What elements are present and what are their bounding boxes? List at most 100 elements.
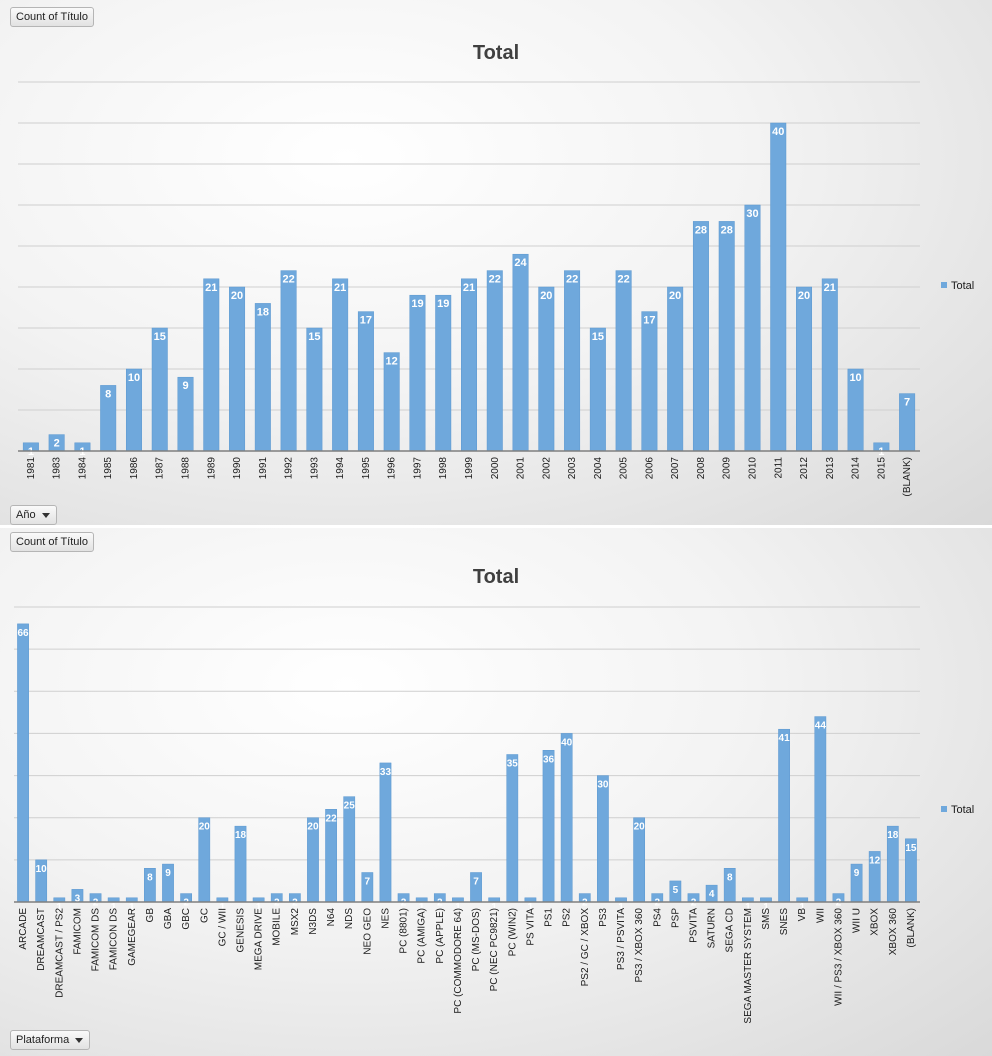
tick-label-2001: 2001: [516, 457, 527, 480]
data-label-psp: 5: [673, 885, 679, 896]
legend-swatch: [941, 282, 947, 288]
count-of-titulo-field-button-2[interactable]: Count of Título: [10, 532, 94, 552]
data-label-pc-amiga: 1: [419, 902, 425, 913]
data-label-pc-apple: 2: [437, 898, 443, 909]
tick-label-pc-commodore-64: PC (COMMODORE 64): [453, 908, 464, 1014]
tick-label-2013: 2013: [825, 457, 836, 480]
tick-label-gba: GBA: [163, 908, 174, 929]
tick-label-famicom-ds: FAMICOM DS: [91, 908, 102, 972]
data-label-2013: 21: [824, 282, 836, 294]
data-label-1986: 10: [128, 372, 140, 384]
tick-label-sega-master-system: SEGA MASTER SYSTEM: [743, 908, 754, 1024]
tick-label-famicom: FAMICOM: [72, 908, 83, 955]
bar-2009: [718, 221, 735, 452]
count-of-titulo-field-button[interactable]: Count of Título: [10, 7, 94, 27]
data-label-arcade: 66: [17, 628, 29, 639]
data-label-1985: 8: [105, 388, 111, 400]
data-label-2009: 28: [721, 224, 733, 236]
data-label-1997: 19: [411, 298, 423, 310]
tick-label-pc-ms-dos: PC (MS-DOS): [471, 908, 482, 971]
data-label-pc-ms-dos: 7: [473, 877, 479, 888]
tick-label-sega-cd: SEGA CD: [725, 908, 736, 952]
bar-arcade: [17, 623, 29, 903]
tick-label-1987: 1987: [155, 457, 166, 480]
tick-label-dreamcast: DREAMCAST: [36, 908, 47, 971]
bar-wii: [814, 716, 827, 903]
data-label-2007: 20: [669, 290, 681, 302]
bar-1998: [435, 294, 452, 452]
tick-label-famicon-ds: FAMICON DS: [109, 908, 120, 971]
bar-2006: [641, 311, 658, 452]
data-label-mobile: 2: [274, 898, 280, 909]
tick-label-2006: 2006: [644, 457, 655, 480]
tick-label-neo-geo: NEO GEO: [362, 908, 373, 955]
data-label-1995: 17: [360, 315, 372, 327]
ano-axis-field-dropdown[interactable]: Año: [10, 505, 57, 525]
bar-2004: [589, 327, 606, 452]
tick-label-gc: GC: [199, 908, 210, 923]
tick-label-1993: 1993: [309, 457, 320, 480]
tick-label-gc-wii: GC / WII: [217, 908, 228, 946]
bar-1989: [203, 278, 220, 452]
data-label-1983: 2: [54, 438, 60, 450]
tick-label-n3ds: N3DS: [308, 908, 319, 935]
data-label-pc-commodore-64: 1: [455, 902, 461, 913]
tick-label-gb: GB: [145, 908, 156, 923]
tick-label-psp: PSP: [670, 908, 681, 928]
tick-label-2009: 2009: [722, 457, 733, 480]
chart-title: Total: [473, 566, 519, 588]
data-label-pc-win2: 35: [507, 759, 519, 770]
data-label-gb: 8: [147, 872, 153, 883]
data-label-1992: 22: [282, 274, 294, 286]
data-label-dreamcast-ps2: 1: [57, 902, 63, 913]
data-label-mega-drive: 1: [256, 902, 262, 913]
bar-2005: [615, 270, 632, 452]
data-label-xbox: 12: [869, 855, 881, 866]
data-label-1996: 12: [386, 356, 398, 368]
data-label-2011: 40: [772, 126, 784, 138]
bar-ps3: [597, 775, 609, 903]
data-label-wii: 44: [815, 721, 827, 732]
tick-label-wii: WII: [815, 908, 826, 923]
data-label-ps3-xbox-360: 20: [634, 822, 646, 833]
data-label-2005: 22: [618, 274, 630, 286]
tick-label-1985: 1985: [103, 457, 114, 480]
tick-label-mega-drive: MEGA DRIVE: [254, 908, 265, 971]
tick-label-pc-apple: PC (APPLE): [435, 908, 446, 964]
data-label-2008: 28: [695, 224, 707, 236]
tick-label-xbox: XBOX: [870, 908, 881, 936]
tick-label-2007: 2007: [670, 457, 681, 480]
data-label-gamegear: 1: [129, 902, 135, 913]
data-label-psvita: 2: [691, 898, 697, 909]
tick-label-xbox-360: XBOX 360: [888, 908, 899, 956]
bar-2003: [564, 270, 581, 452]
data-label-blank: 7: [904, 397, 910, 409]
tick-label-gbc: GBC: [181, 908, 192, 930]
tick-label-1989: 1989: [206, 457, 217, 480]
bar-2007: [667, 286, 684, 452]
data-label-famicon-ds: 1: [111, 902, 117, 913]
tick-label-ps1: PS1: [544, 908, 555, 927]
data-label-dreamcast: 10: [36, 864, 48, 875]
data-label-1988: 9: [182, 380, 188, 392]
data-label-sega-cd: 8: [727, 872, 733, 883]
bar-1994: [332, 278, 349, 452]
bar-1987: [151, 327, 168, 452]
bar-1997: [409, 294, 426, 452]
bar-2002: [538, 286, 555, 452]
plataforma-axis-field-dropdown[interactable]: Plataforma: [10, 1030, 91, 1050]
tick-label-1983: 1983: [52, 457, 63, 480]
data-label-2001: 24: [514, 257, 527, 269]
tick-label-blank: (BLANK): [906, 908, 917, 947]
data-label-xbox-360: 18: [887, 830, 899, 841]
data-label-ps4: 2: [654, 898, 660, 909]
data-label-famicom-ds: 2: [93, 898, 99, 909]
data-label-pc-nec-pc9821: 1: [491, 902, 497, 913]
data-label-n64: 22: [326, 813, 338, 824]
data-label-ps1: 36: [543, 754, 555, 765]
bar-2010: [744, 204, 761, 452]
legend-label: Total: [951, 804, 974, 816]
tick-label-wii-u: WII U: [852, 908, 863, 933]
bar-ps1: [542, 750, 555, 903]
